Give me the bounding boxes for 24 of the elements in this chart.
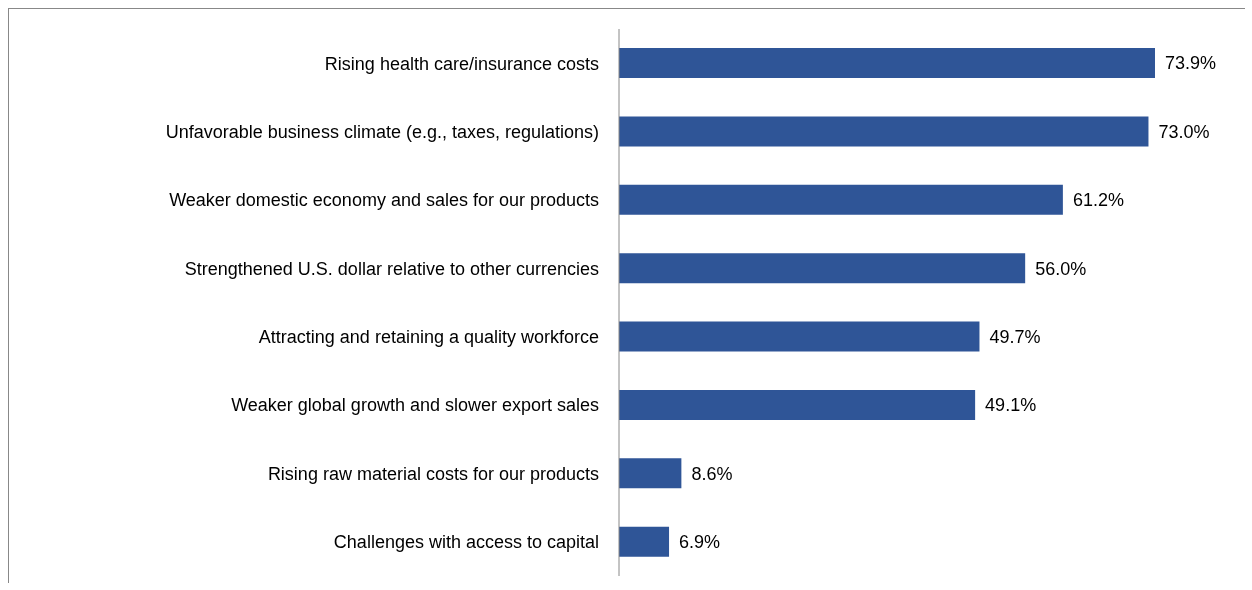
bar xyxy=(619,48,1155,78)
data-label: 6.9% xyxy=(679,532,721,553)
y-tick-label: Weaker domestic economy and sales for our products xyxy=(169,190,599,211)
y-tick-label: Challenges with access to capital xyxy=(333,532,599,553)
bar xyxy=(619,458,682,489)
data-label: 61.2% xyxy=(1072,190,1124,211)
data-label: 56.0% xyxy=(1035,258,1087,279)
y-tick-label: Rising raw material costs for our products xyxy=(267,463,599,484)
y-tick-label: Weaker global growth and slower export sales xyxy=(231,395,599,416)
bar xyxy=(619,184,1063,215)
bar xyxy=(619,253,1026,284)
data-label: 49.7% xyxy=(989,326,1041,347)
data-label: 49.1% xyxy=(985,395,1037,416)
data-label: 8.6% xyxy=(691,463,733,484)
y-tick-label: Rising health care/insurance costs xyxy=(324,53,599,74)
data-label: 73.0% xyxy=(1158,121,1210,142)
y-tick-label: Unfavorable business climate (e.g., taxes, regulations) xyxy=(165,121,599,142)
data-label: 73.9% xyxy=(1165,53,1217,74)
bar xyxy=(619,321,980,352)
bar xyxy=(619,116,1149,147)
bar xyxy=(619,389,976,420)
bar xyxy=(619,526,670,557)
y-tick-label: Strengthened U.S. dollar relative to other currencies xyxy=(184,258,599,279)
y-tick-label: Attracting and retaining a quality workforce xyxy=(258,327,599,348)
